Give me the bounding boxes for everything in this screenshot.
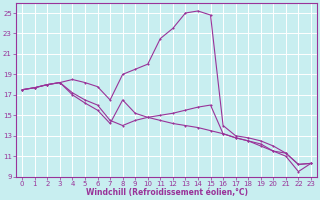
X-axis label: Windchill (Refroidissement éolien,°C): Windchill (Refroidissement éolien,°C) [85,188,248,197]
